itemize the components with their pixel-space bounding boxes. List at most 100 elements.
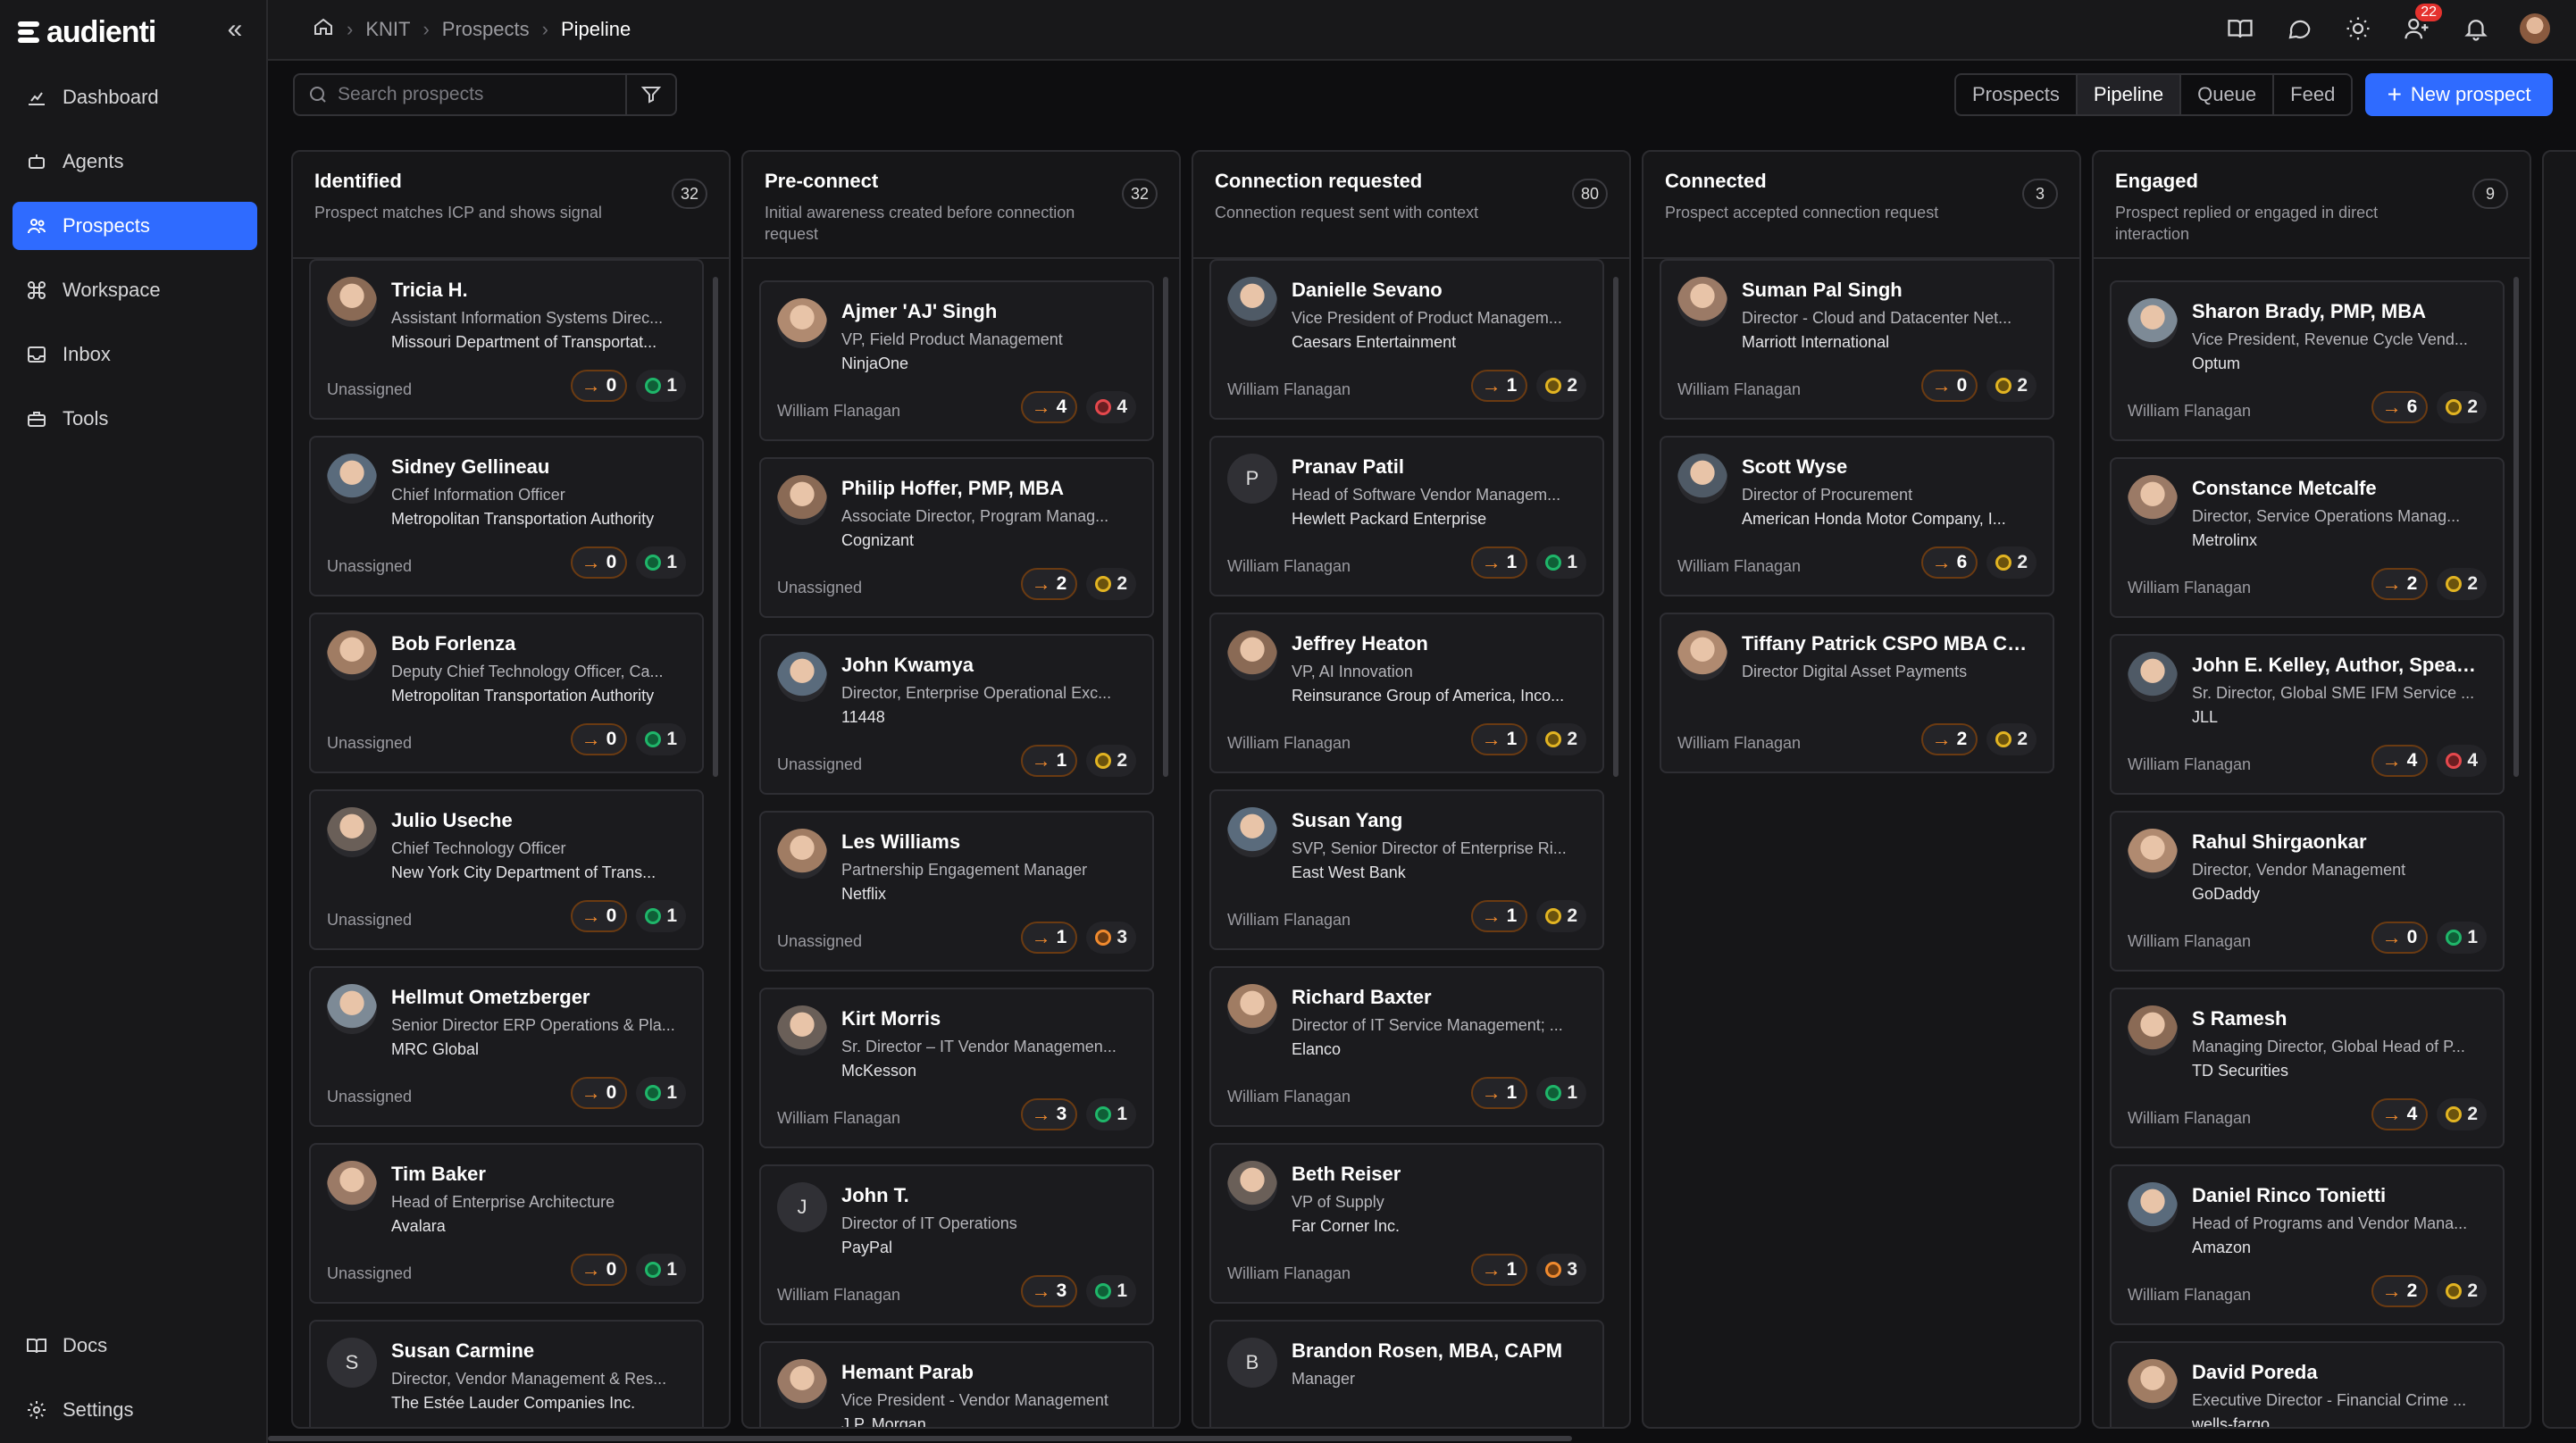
- score-dot-icon: [645, 555, 662, 571]
- steps-pill: → 1: [1470, 723, 1528, 755]
- prospect-card[interactable]: Tiffany Patrick CSPO MBA CA... Director D…: [1660, 613, 2054, 773]
- score-dot-icon: [1095, 1283, 1112, 1299]
- user-requests-icon[interactable]: 22: [2401, 4, 2442, 45]
- prospect-card[interactable]: Sharon Brady, PMP, MBA Vice President, Re…: [2110, 280, 2505, 441]
- bell-icon[interactable]: [2460, 13, 2492, 45]
- prospect-card[interactable]: Hemant Parab Vice President - Vendor Mana…: [759, 1341, 1154, 1427]
- horizontal-scrollbar[interactable]: [268, 1436, 1572, 1441]
- sidebar-item-workspace[interactable]: Workspace: [13, 266, 257, 314]
- sidebar-item-inbox[interactable]: Inbox: [13, 330, 257, 379]
- prospect-card[interactable]: Danielle Sevano Vice President of Product…: [1209, 259, 1604, 420]
- prospect-title: Sr. Director – IT Vendor Managemen...: [841, 1038, 1117, 1055]
- prospect-card[interactable]: Julio Useche Chief Technology Officer New …: [309, 789, 704, 950]
- audienti-logo[interactable]: audienti: [18, 14, 156, 50]
- prospect-title: Director, Vendor Management: [2192, 861, 2406, 879]
- prospect-card[interactable]: John E. Kelley, Author, Speake... Sr. Dir…: [2110, 634, 2505, 795]
- prospect-card[interactable]: Constance Metcalfe Director, Service Oper…: [2110, 457, 2505, 618]
- tab-queue[interactable]: Queue: [2181, 75, 2275, 114]
- arrow-right-icon: →: [581, 551, 601, 573]
- prospect-avatar: [2128, 1359, 2178, 1409]
- prospect-avatar: [1677, 277, 1727, 327]
- prospect-name: Rahul Shirgaonkar: [2192, 830, 2367, 853]
- sidebar-item-tools[interactable]: Tools: [13, 395, 257, 443]
- score-pill: 2: [1986, 723, 2037, 755]
- prospect-card[interactable]: Suman Pal Singh Director - Cloud and Data…: [1660, 259, 2054, 420]
- prospect-title: Managing Director, Global Head of P...: [2192, 1038, 2465, 1055]
- collapse-sidebar-icon[interactable]: «: [227, 14, 243, 44]
- prospect-card[interactable]: Scott Wyse Director of Procurement America…: [1660, 436, 2054, 596]
- steps-count: 2: [1056, 573, 1067, 594]
- prospect-card[interactable]: Hellmut Ometzberger Senior Director ERP O…: [309, 966, 704, 1127]
- sidebar-item-settings[interactable]: Settings: [13, 1386, 257, 1434]
- prospect-card[interactable]: S Susan Carmine Director, Vendor Managemen…: [309, 1320, 704, 1427]
- breadcrumb-knit[interactable]: KNIT: [365, 18, 411, 40]
- prospect-name: Danielle Sevano: [1292, 279, 1443, 301]
- breadcrumb-prospects[interactable]: Prospects: [441, 18, 530, 40]
- score-pill: 4: [1086, 391, 1136, 423]
- steps-count: 1: [1506, 375, 1518, 396]
- column-header: Identified Prospect matches ICP and shows…: [293, 152, 729, 259]
- column-scrollbar[interactable]: [2513, 277, 2519, 777]
- prospect-company: Caesars Entertainment: [1292, 333, 1457, 351]
- card-metrics: → 0 1: [570, 723, 686, 755]
- prospect-card[interactable]: Daniel Rinco Tonietti Head of Programs an…: [2110, 1164, 2505, 1325]
- prospect-card[interactable]: Sidney Gellineau Chief Information Office…: [309, 436, 704, 596]
- sidebar-item-prospects[interactable]: Prospects: [13, 202, 257, 250]
- prospect-card[interactable]: John Kwamya Director, Enterprise Operatio…: [759, 634, 1154, 795]
- prospect-card[interactable]: Philip Hoffer, PMP, MBA Associate Directo…: [759, 457, 1154, 618]
- prospect-card[interactable]: Les Williams Partnership Engagement Manag…: [759, 811, 1154, 972]
- prospect-title: Senior Director ERP Operations & Pla...: [391, 1016, 675, 1034]
- filter-icon[interactable]: [625, 75, 675, 114]
- score-pill: 2: [2437, 1098, 2487, 1130]
- prospect-card[interactable]: Susan Yang SVP, Senior Director of Enterp…: [1209, 789, 1604, 950]
- prospect-avatar: [327, 984, 377, 1034]
- prospect-card[interactable]: Jeffrey Heaton VP, AI Innovation Reinsuran…: [1209, 613, 1604, 773]
- tab-pipeline[interactable]: Pipeline: [2077, 75, 2182, 114]
- search-input[interactable]: [338, 84, 606, 105]
- prospect-company: American Honda Motor Company, I...: [1742, 510, 2006, 528]
- prospect-card[interactable]: Tim Baker Head of Enterprise Architecture…: [309, 1143, 704, 1304]
- prospect-card[interactable]: Beth Reiser VP of Supply Far Corner Inc. Wi…: [1209, 1143, 1604, 1304]
- docs-book-icon[interactable]: [2224, 13, 2256, 45]
- column-scrollbar[interactable]: [1613, 277, 1618, 777]
- pipeline-board: Identified Prospect matches ICP and shows…: [291, 150, 2576, 1429]
- tab-prospects[interactable]: Prospects: [1956, 75, 2078, 114]
- user-avatar[interactable]: [2519, 13, 2551, 45]
- column-scrollbar[interactable]: [1163, 277, 1168, 777]
- prospect-title: Sr. Director, Global SME IFM Service ...: [2192, 684, 2475, 702]
- prospect-avatar: [327, 277, 377, 327]
- prospect-card[interactable]: Kirt Morris Sr. Director – IT Vendor Mana…: [759, 988, 1154, 1148]
- prospect-card[interactable]: Rahul Shirgaonkar Director, Vendor Manage…: [2110, 811, 2505, 972]
- prospect-card[interactable]: Bob Forlenza Deputy Chief Technology Offi…: [309, 613, 704, 773]
- sidebar-item-agents[interactable]: Agents: [13, 138, 257, 186]
- prospect-name: Sharon Brady, PMP, MBA: [2192, 300, 2427, 322]
- score-pill: 3: [1086, 922, 1136, 954]
- prospect-card[interactable]: David Poreda Executive Director - Financi…: [2110, 1341, 2505, 1427]
- column-scrollbar[interactable]: [713, 277, 718, 777]
- steps-count: 3: [1056, 1104, 1067, 1124]
- theme-sun-icon[interactable]: [2342, 13, 2374, 45]
- score-pill: 1: [2437, 922, 2487, 954]
- score-count: 1: [1567, 552, 1577, 572]
- prospect-card[interactable]: S Ramesh Managing Director, Global Head o…: [2110, 988, 2505, 1148]
- score-dot-icon: [1095, 930, 1112, 946]
- prospect-card[interactable]: Ajmer 'AJ' Singh VP, Field Product Manage…: [759, 280, 1154, 441]
- tab-feed[interactable]: Feed: [2290, 83, 2336, 105]
- prospect-name: Hemant Parab: [841, 1361, 974, 1383]
- chat-icon[interactable]: [2283, 13, 2315, 45]
- home-icon[interactable]: [313, 16, 334, 43]
- prospect-card[interactable]: Richard Baxter Director of IT Service Man…: [1209, 966, 1604, 1127]
- prospect-card[interactable]: J John T. Director of IT Operations PayPal W…: [759, 1164, 1154, 1325]
- score-count: 2: [2467, 573, 2478, 594]
- avatar-initial: J: [797, 1196, 807, 1218]
- breadcrumb: › KNIT › Prospects › Pipeline: [313, 16, 631, 43]
- sidebar-item-docs[interactable]: Docs: [13, 1322, 257, 1370]
- prospect-card[interactable]: Tricia H. Assistant Information Systems D…: [309, 259, 704, 420]
- prospect-card[interactable]: P Pranav Patil Head of Software Vendor Man…: [1209, 436, 1604, 596]
- prospect-company: MRC Global: [391, 1040, 480, 1058]
- new-prospect-button[interactable]: + New prospect: [2365, 73, 2553, 116]
- sidebar-item-dashboard[interactable]: Dashboard: [13, 73, 257, 121]
- steps-pill: → 2: [2371, 1275, 2429, 1307]
- arrow-right-icon: →: [1481, 551, 1501, 573]
